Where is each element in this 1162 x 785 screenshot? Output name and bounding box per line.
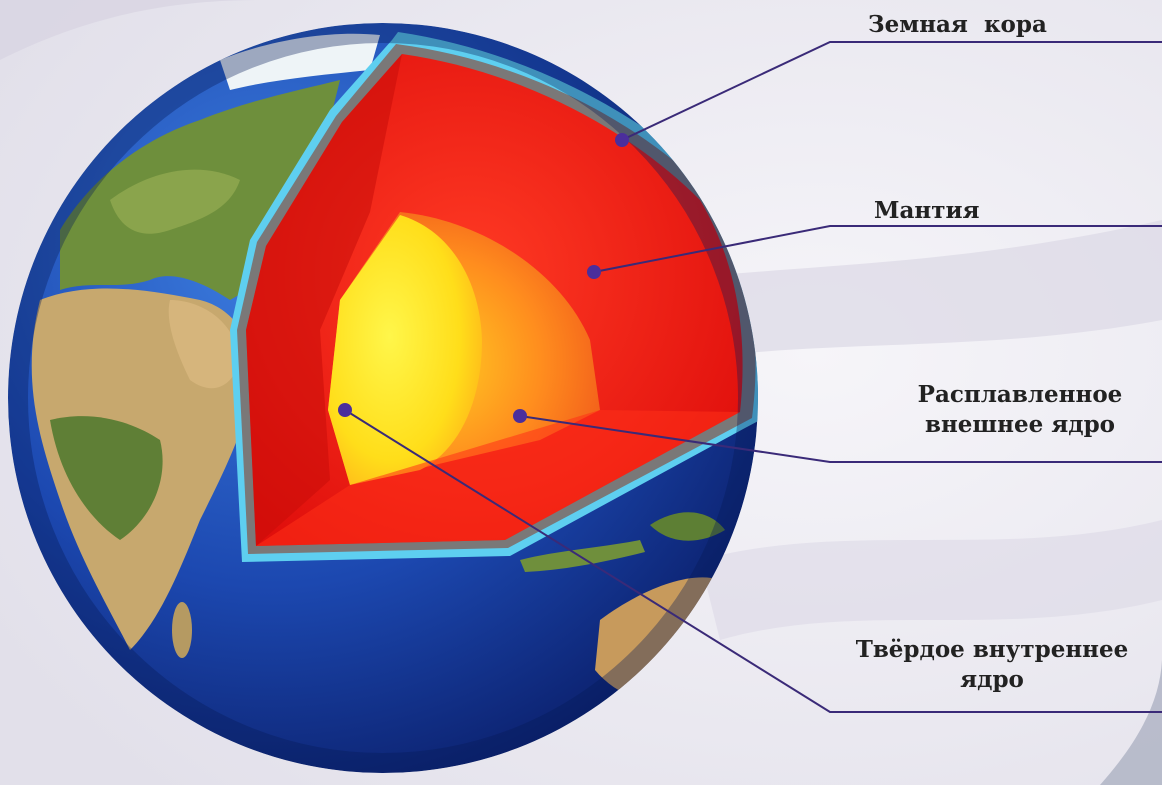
label-mantle: Мантия	[874, 196, 980, 226]
cutaway-section	[230, 32, 758, 562]
earth-globe	[8, 23, 758, 773]
label-crust: Земная кора	[868, 10, 1047, 40]
label-inner-core: Твёрдое внутреннее ядро	[822, 635, 1162, 695]
leader-line-inner-core	[344, 409, 1162, 713]
label-inner-core-line1: Твёрдое внутреннее	[855, 636, 1129, 663]
background-swirl	[700, 520, 1162, 640]
label-outer-core-line1: Расплавленное	[917, 381, 1123, 408]
arctic-ice	[220, 33, 380, 90]
new-guinea-land	[650, 512, 725, 541]
markers	[338, 133, 629, 423]
leader-lines	[344, 41, 1162, 713]
europe-land	[110, 169, 240, 234]
africa-vegetation	[50, 416, 163, 540]
marker-inner-core	[338, 403, 352, 417]
leader-line-crust	[621, 41, 1162, 141]
leader-line-outer-core	[519, 415, 1162, 463]
background-curve	[1100, 660, 1162, 785]
label-outer-core: Расплавленное внешнее ядро	[880, 380, 1160, 440]
marker-crust	[615, 133, 629, 147]
mantle-shadow-face	[246, 54, 402, 546]
label-outer-core-line2: внешнее ядро	[924, 411, 1116, 438]
arabia-land	[168, 300, 240, 389]
label-crust-text: Земная кора	[868, 11, 1047, 38]
marker-outer-core	[513, 409, 527, 423]
core-floor	[256, 410, 740, 546]
indonesia-land	[520, 540, 645, 572]
label-inner-core-line2: ядро	[960, 666, 1024, 693]
leader-line-mantle	[593, 225, 1162, 273]
label-mantle-text: Мантия	[874, 197, 980, 224]
background-swirl	[0, 0, 260, 60]
marker-mantle	[587, 265, 601, 279]
madagascar-land	[172, 602, 192, 658]
inner-core-layer	[328, 215, 482, 485]
